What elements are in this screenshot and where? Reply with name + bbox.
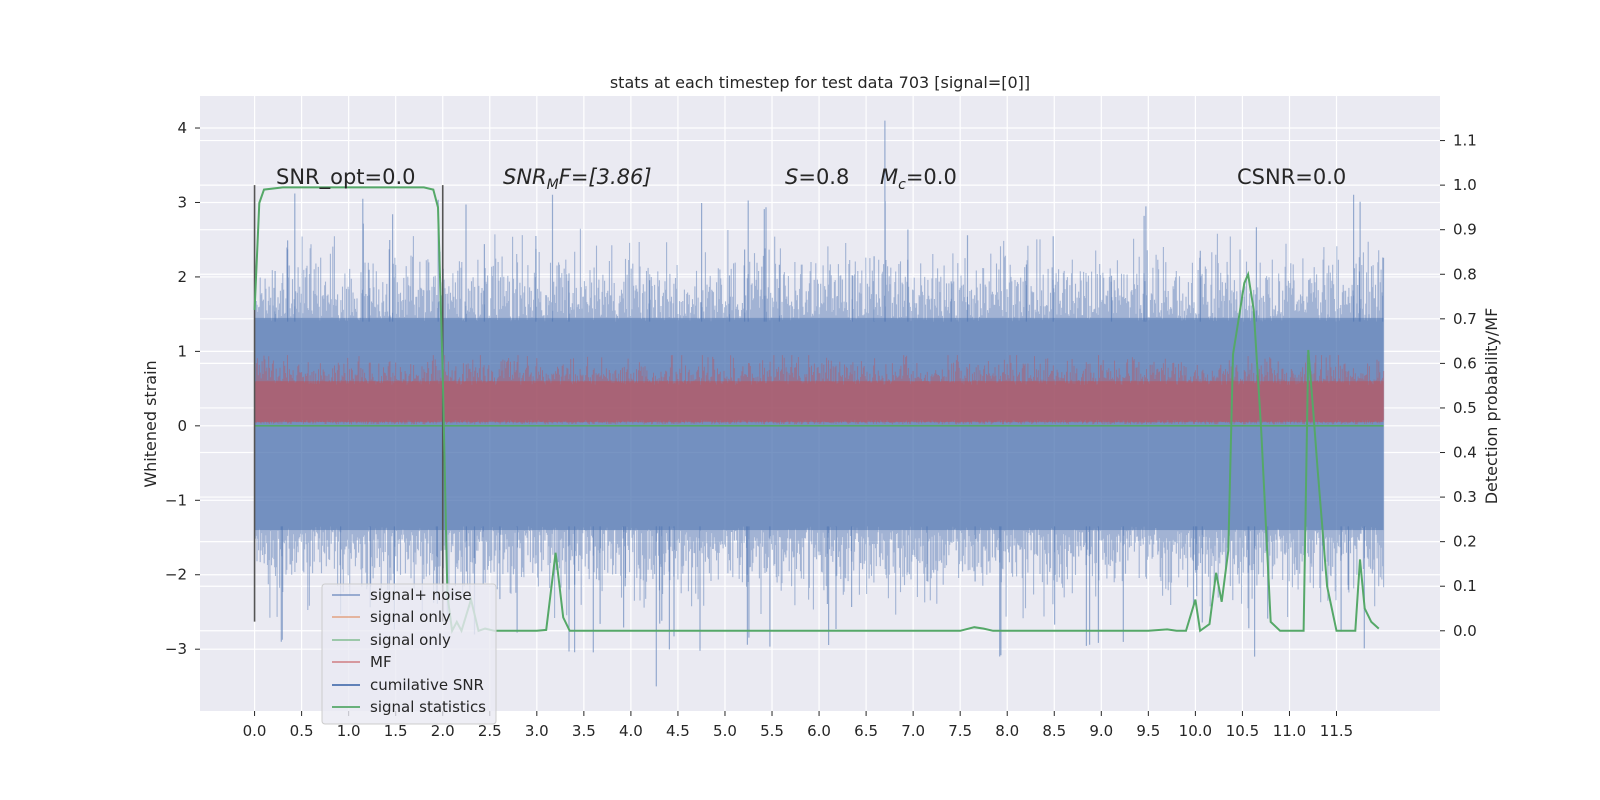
y-tick-label-right: 0.6 xyxy=(1453,354,1477,372)
x-tick-label: 2.0 xyxy=(431,722,455,740)
legend-item: cumilative SNR xyxy=(332,676,484,694)
y-axis-left-label: Whitened strain xyxy=(141,360,160,487)
y-axis-right-label: Detection probability/MF xyxy=(1482,308,1501,505)
y-tick-label-right: 0.5 xyxy=(1453,399,1477,417)
y-tick-label-left: 3 xyxy=(177,193,187,211)
x-tick-label: 4.5 xyxy=(666,722,690,740)
x-tick-label: 9.0 xyxy=(1089,722,1113,740)
annotation-mc-subscript: c xyxy=(898,177,906,193)
legend-label: MF xyxy=(370,653,392,671)
legend: signal+ noise signal only signal only MF… xyxy=(321,583,497,725)
y-tick-label-right: 0.4 xyxy=(1453,444,1477,462)
x-tick-label: 10.5 xyxy=(1226,722,1259,740)
x-tick-label: 2.5 xyxy=(478,722,502,740)
annotation-mc-var: M xyxy=(880,165,898,189)
annotation-snr-opt: SNR_opt=0.0 xyxy=(276,165,416,190)
y-tick-label-right: 1.1 xyxy=(1453,132,1477,150)
legend-item: signal only xyxy=(332,608,451,626)
y-tick-label-right: 0.8 xyxy=(1453,265,1477,283)
annotation-snr-mf-subscript: M xyxy=(547,177,559,193)
x-tick-label: 5.0 xyxy=(713,722,737,740)
annotation-snr-mf-var: SNR xyxy=(503,165,547,189)
legend-label: signal statistics xyxy=(370,698,486,716)
legend-item: signal only xyxy=(332,631,451,649)
x-tick-label: 6.5 xyxy=(854,722,878,740)
legend-item: MF xyxy=(332,653,392,671)
legend-label: signal only xyxy=(370,631,451,649)
x-axis-ticks: 0.0 0.5 1.0 1.5 2.0 2.5 3.0 3.5 4.0 4.5 5.0 5.5 6.0 6… xyxy=(243,711,1353,740)
legend-label: cumilative SNR xyxy=(370,676,484,694)
y-tick-label-right: 0.2 xyxy=(1453,533,1477,551)
annotation-s-value: =0.8 xyxy=(798,165,849,189)
y-tick-label-left: −3 xyxy=(165,640,187,658)
chart-title: stats at each timestep for test data 703… xyxy=(610,73,1030,92)
annotation-mc: Mc=0.0 xyxy=(880,165,957,193)
x-tick-label: 3.5 xyxy=(572,722,596,740)
x-tick-label: 1.5 xyxy=(384,722,408,740)
y-tick-label-right: 0.0 xyxy=(1453,622,1477,640)
x-tick-label: 3.0 xyxy=(525,722,549,740)
y-tick-label-left: 4 xyxy=(177,119,187,137)
x-tick-label: 7.0 xyxy=(901,722,925,740)
y-axis-right-ticks: 1.1 1.0 0.9 0.8 0.7 0.6 0.5 0.4 0.3 0.2 0.1 0.0 xyxy=(1440,132,1477,640)
y-tick-label-right: 0.9 xyxy=(1453,221,1477,239)
y-tick-label-right: 0.3 xyxy=(1453,488,1477,506)
legend-label: signal+ noise xyxy=(370,586,472,604)
y-axis-left-ticks: 4 3 2 1 0 −1 −2 −3 xyxy=(165,119,200,658)
x-tick-label: 9.5 xyxy=(1136,722,1160,740)
annotation-s-var: S xyxy=(785,165,798,189)
legend-label: signal only xyxy=(370,608,451,626)
y-tick-label-right: 1.0 xyxy=(1453,176,1477,194)
x-tick-label: 1.0 xyxy=(337,722,361,740)
x-tick-label: 8.0 xyxy=(995,722,1019,740)
x-tick-label: 0.0 xyxy=(243,722,267,740)
legend-item: signal statistics xyxy=(332,698,486,716)
x-tick-label: 11.0 xyxy=(1273,722,1306,740)
x-tick-label: 8.5 xyxy=(1042,722,1066,740)
annotation-s: S=0.8 xyxy=(785,165,849,189)
y-tick-label-left: 2 xyxy=(177,268,187,286)
x-tick-label: 5.5 xyxy=(760,722,784,740)
y-tick-label-right: 0.1 xyxy=(1453,577,1477,595)
x-tick-label: 0.5 xyxy=(290,722,314,740)
y-tick-label-right: 0.7 xyxy=(1453,310,1477,328)
x-tick-label: 6.0 xyxy=(807,722,831,740)
y-tick-label-left: 1 xyxy=(177,342,187,360)
x-tick-label: 4.0 xyxy=(619,722,643,740)
x-tick-label: 11.5 xyxy=(1320,722,1353,740)
series-layer xyxy=(253,120,1385,687)
x-tick-label: 10.0 xyxy=(1179,722,1212,740)
y-tick-label-left: 0 xyxy=(177,417,187,435)
legend-box xyxy=(321,583,497,725)
y-tick-label-left: −1 xyxy=(165,491,187,509)
annotation-snr-mf: SNRMF=[3.86] xyxy=(503,165,652,193)
annotation-mc-value: =0.0 xyxy=(906,165,957,189)
annotations: SNR_opt=0.0 SNRMF=[3.86] S=0.8 Mc=0.0 CS… xyxy=(276,165,1346,193)
annotation-snr-mf-value: F=[3.86] xyxy=(559,165,652,189)
x-tick-label: 7.5 xyxy=(948,722,972,740)
annotation-csnr: CSNR=0.0 xyxy=(1237,165,1346,189)
legend-item: signal+ noise xyxy=(332,586,472,604)
y-tick-label-left: −2 xyxy=(165,566,187,584)
signal-noise-spikes xyxy=(274,120,1384,687)
